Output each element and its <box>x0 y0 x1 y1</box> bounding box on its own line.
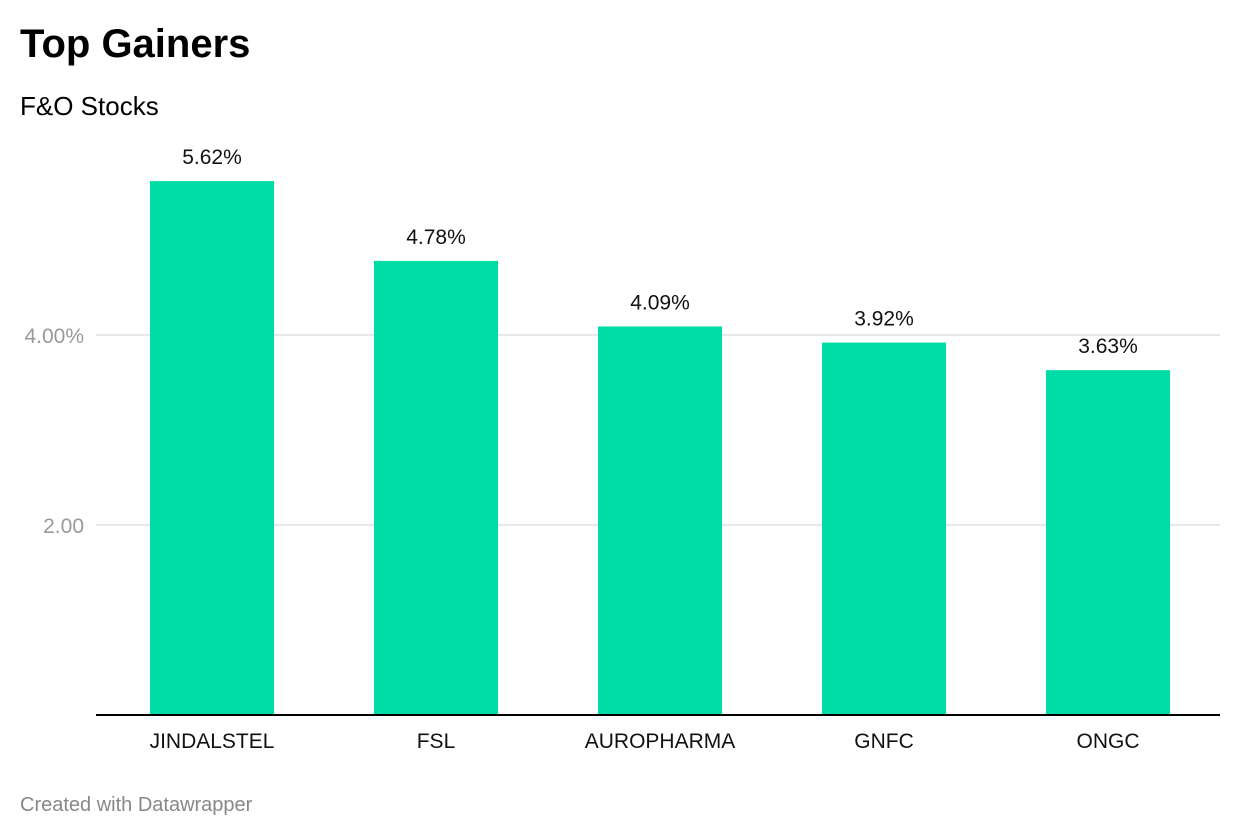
x-category-label: ONGC <box>1077 730 1140 753</box>
bar <box>374 260 498 715</box>
y-tick-label: 4.00% <box>24 325 84 348</box>
bar <box>150 181 274 716</box>
bar-value-label: 4.78% <box>406 226 466 249</box>
chart-title: Top Gainers <box>20 22 251 66</box>
value-labels: 5.62% 4.78% 4.09% 3.92% 3.63% <box>182 146 1138 358</box>
bar-value-label: 5.62% <box>182 146 242 169</box>
bar <box>598 326 722 715</box>
bars <box>150 181 1170 716</box>
bar <box>1046 370 1170 715</box>
category-labels: JINDALSTEL FSL AUROPHARMA GNFC ONGC <box>150 730 1140 753</box>
x-category-label: JINDALSTEL <box>150 730 275 753</box>
bar-value-label: 3.92% <box>854 308 914 331</box>
y-tick-label: 2.00 <box>43 515 84 538</box>
x-category-label: FSL <box>417 730 456 753</box>
x-category-label: GNFC <box>854 730 914 753</box>
x-category-label: AUROPHARMA <box>585 730 736 753</box>
chart-subtitle: F&O Stocks <box>20 91 159 121</box>
bar-value-label: 4.09% <box>630 291 690 314</box>
bar-value-label: 3.63% <box>1078 335 1138 358</box>
bar <box>822 342 946 715</box>
footer-credit: Created with Datawrapper <box>20 794 253 816</box>
